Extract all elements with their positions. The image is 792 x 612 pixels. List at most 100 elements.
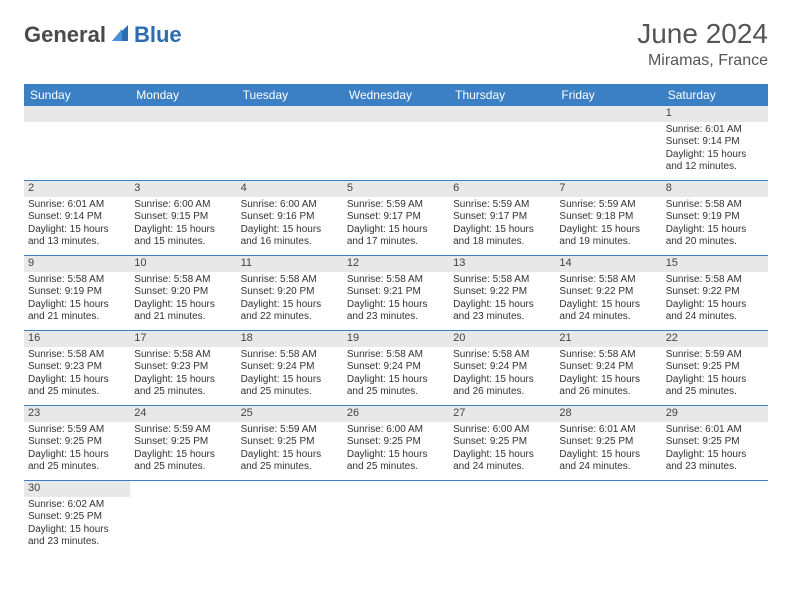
day-body: Sunrise: 6:00 AMSunset: 9:25 PMDaylight:…: [343, 422, 449, 478]
daylight-line-2: and 25 minutes.: [241, 461, 339, 474]
day-number: 4: [237, 181, 343, 197]
day-cell: 7Sunrise: 5:59 AMSunset: 9:18 PMDaylight…: [555, 181, 661, 255]
daylight-line-1: Daylight: 15 hours: [134, 224, 232, 237]
daylight-line-2: and 25 minutes.: [347, 461, 445, 474]
sunset-line: Sunset: 9:24 PM: [347, 361, 445, 374]
daylight-line-2: and 24 minutes.: [559, 461, 657, 474]
day-cell: 14Sunrise: 5:58 AMSunset: 9:22 PMDayligh…: [555, 256, 661, 330]
day-body: Sunrise: 6:01 AMSunset: 9:25 PMDaylight:…: [555, 422, 661, 478]
daylight-line-1: Daylight: 15 hours: [28, 299, 126, 312]
daylight-line-1: Daylight: 15 hours: [453, 374, 551, 387]
day-number: 1: [662, 106, 768, 122]
week-row: 23Sunrise: 5:59 AMSunset: 9:25 PMDayligh…: [24, 406, 768, 481]
day-body: Sunrise: 5:59 AMSunset: 9:17 PMDaylight:…: [343, 197, 449, 253]
sunset-line: Sunset: 9:25 PM: [347, 436, 445, 449]
sunset-line: Sunset: 9:25 PM: [666, 436, 764, 449]
day-number: 19: [343, 331, 449, 347]
sunset-line: Sunset: 9:14 PM: [666, 136, 764, 149]
day-body: Sunrise: 6:02 AMSunset: 9:25 PMDaylight:…: [24, 497, 130, 553]
sunset-line: Sunset: 9:16 PM: [241, 211, 339, 224]
day-number: 6: [449, 181, 555, 197]
daylight-line-1: Daylight: 15 hours: [241, 449, 339, 462]
day-body: Sunrise: 5:59 AMSunset: 9:25 PMDaylight:…: [24, 422, 130, 478]
day-cell: 20Sunrise: 5:58 AMSunset: 9:24 PMDayligh…: [449, 331, 555, 405]
daylight-line-2: and 26 minutes.: [559, 386, 657, 399]
day-number: [449, 481, 555, 497]
day-number: 23: [24, 406, 130, 422]
sunrise-line: Sunrise: 6:00 AM: [241, 199, 339, 212]
daylight-line-2: and 26 minutes.: [453, 386, 551, 399]
day-cell: 26Sunrise: 6:00 AMSunset: 9:25 PMDayligh…: [343, 406, 449, 480]
day-body: Sunrise: 5:58 AMSunset: 9:20 PMDaylight:…: [237, 272, 343, 328]
day-body: Sunrise: 6:00 AMSunset: 9:16 PMDaylight:…: [237, 197, 343, 253]
sunrise-line: Sunrise: 6:00 AM: [453, 424, 551, 437]
daylight-line-2: and 23 minutes.: [666, 461, 764, 474]
sunrise-line: Sunrise: 6:00 AM: [134, 199, 232, 212]
day-body: Sunrise: 5:58 AMSunset: 9:20 PMDaylight:…: [130, 272, 236, 328]
sunset-line: Sunset: 9:19 PM: [666, 211, 764, 224]
day-cell: 5Sunrise: 5:59 AMSunset: 9:17 PMDaylight…: [343, 181, 449, 255]
day-cell-empty: [343, 481, 449, 555]
daylight-line-2: and 16 minutes.: [241, 236, 339, 249]
day-cell-empty: [237, 106, 343, 180]
week-row: 16Sunrise: 5:58 AMSunset: 9:23 PMDayligh…: [24, 331, 768, 406]
day-cell: 21Sunrise: 5:58 AMSunset: 9:24 PMDayligh…: [555, 331, 661, 405]
daylight-line-1: Daylight: 15 hours: [666, 449, 764, 462]
sunset-line: Sunset: 9:21 PM: [347, 286, 445, 299]
day-body: Sunrise: 5:58 AMSunset: 9:24 PMDaylight:…: [237, 347, 343, 403]
day-number: [237, 481, 343, 497]
day-cell: 15Sunrise: 5:58 AMSunset: 9:22 PMDayligh…: [662, 256, 768, 330]
daylight-line-2: and 23 minutes.: [28, 536, 126, 549]
day-cell-empty: [449, 106, 555, 180]
sunset-line: Sunset: 9:24 PM: [453, 361, 551, 374]
sunset-line: Sunset: 9:17 PM: [453, 211, 551, 224]
sunset-line: Sunset: 9:20 PM: [241, 286, 339, 299]
sunrise-line: Sunrise: 5:58 AM: [28, 349, 126, 362]
day-cell: 30Sunrise: 6:02 AMSunset: 9:25 PMDayligh…: [24, 481, 130, 555]
page-header: General Blue June 2024 Miramas, France: [24, 18, 768, 70]
day-number: 22: [662, 331, 768, 347]
sunset-line: Sunset: 9:25 PM: [666, 361, 764, 374]
day-number: 11: [237, 256, 343, 272]
daylight-line-2: and 20 minutes.: [666, 236, 764, 249]
logo-text-general: General: [24, 22, 106, 48]
day-cell: 10Sunrise: 5:58 AMSunset: 9:20 PMDayligh…: [130, 256, 236, 330]
day-number: 12: [343, 256, 449, 272]
sunset-line: Sunset: 9:15 PM: [134, 211, 232, 224]
day-cell: 25Sunrise: 5:59 AMSunset: 9:25 PMDayligh…: [237, 406, 343, 480]
day-cell-empty: [24, 106, 130, 180]
sunset-line: Sunset: 9:22 PM: [559, 286, 657, 299]
weekday-header: Saturday: [662, 84, 768, 106]
day-number: [555, 481, 661, 497]
day-cell: 18Sunrise: 5:58 AMSunset: 9:24 PMDayligh…: [237, 331, 343, 405]
day-body: Sunrise: 5:59 AMSunset: 9:25 PMDaylight:…: [130, 422, 236, 478]
title-block: June 2024 Miramas, France: [637, 18, 768, 70]
day-cell: 24Sunrise: 5:59 AMSunset: 9:25 PMDayligh…: [130, 406, 236, 480]
daylight-line-1: Daylight: 15 hours: [453, 449, 551, 462]
day-number: 18: [237, 331, 343, 347]
sunset-line: Sunset: 9:22 PM: [666, 286, 764, 299]
day-number: 15: [662, 256, 768, 272]
sunrise-line: Sunrise: 5:58 AM: [134, 274, 232, 287]
location-label: Miramas, France: [637, 52, 768, 70]
brand-logo: General Blue: [24, 22, 182, 48]
day-number: 29: [662, 406, 768, 422]
sunrise-line: Sunrise: 6:01 AM: [666, 124, 764, 137]
day-cell-empty: [555, 106, 661, 180]
sunrise-line: Sunrise: 5:58 AM: [453, 274, 551, 287]
daylight-line-2: and 24 minutes.: [666, 311, 764, 324]
daylight-line-2: and 21 minutes.: [134, 311, 232, 324]
sunrise-line: Sunrise: 5:59 AM: [453, 199, 551, 212]
daylight-line-2: and 23 minutes.: [453, 311, 551, 324]
day-number: 26: [343, 406, 449, 422]
weekday-header: Thursday: [449, 84, 555, 106]
sunrise-line: Sunrise: 5:58 AM: [241, 349, 339, 362]
day-number: 20: [449, 331, 555, 347]
calendar-page: General Blue June 2024 Miramas, France S…: [0, 0, 792, 573]
day-number: 8: [662, 181, 768, 197]
sunset-line: Sunset: 9:24 PM: [559, 361, 657, 374]
day-cell-empty: [662, 481, 768, 555]
daylight-line-1: Daylight: 15 hours: [134, 299, 232, 312]
day-cell: 23Sunrise: 5:59 AMSunset: 9:25 PMDayligh…: [24, 406, 130, 480]
sunrise-line: Sunrise: 5:58 AM: [666, 199, 764, 212]
